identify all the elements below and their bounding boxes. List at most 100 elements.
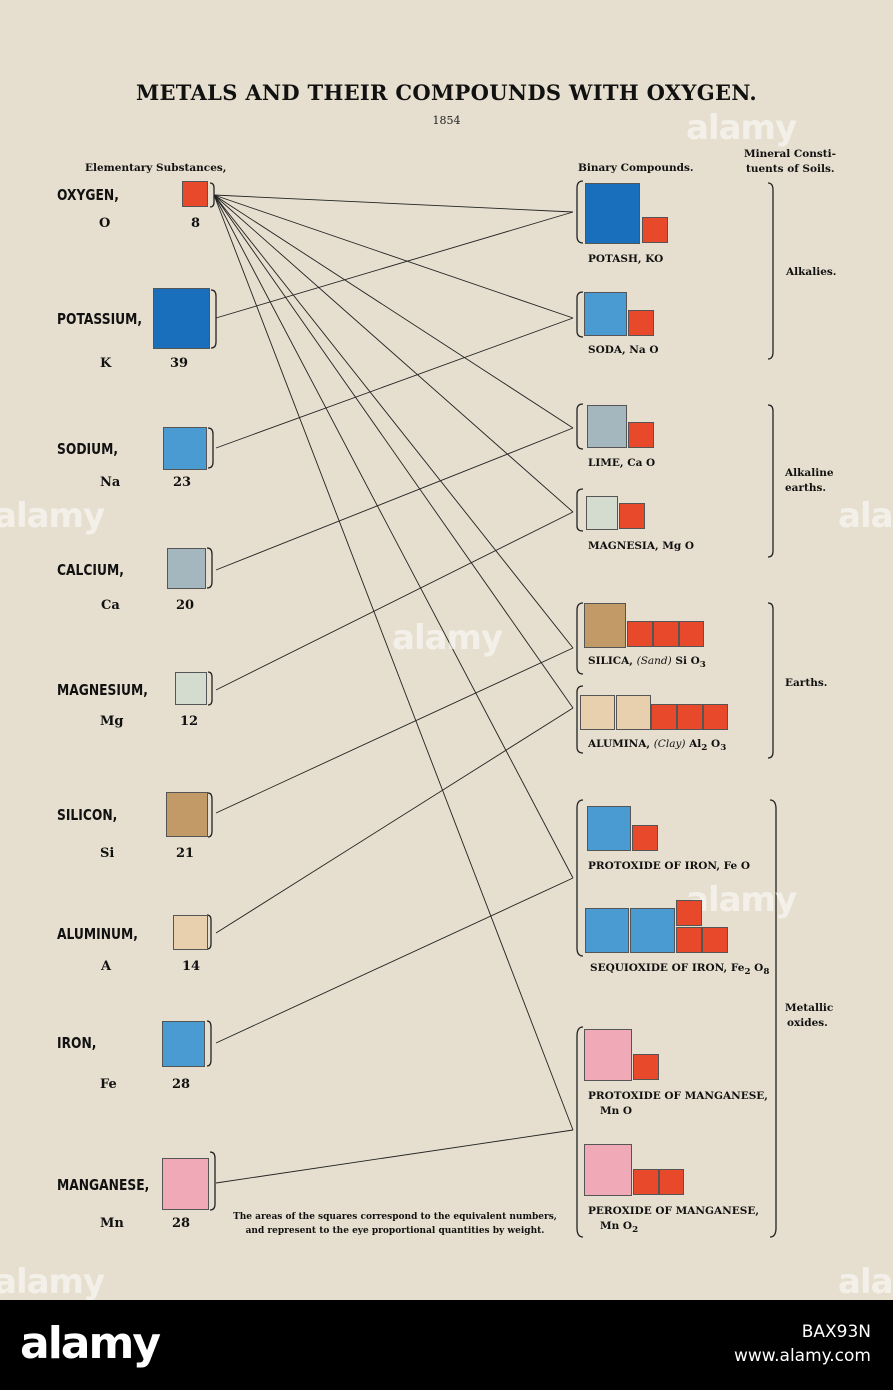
- compound-label-formula: Mn O: [600, 1220, 633, 1232]
- compound-square-oxygen: [619, 503, 645, 529]
- compound-square-oxygen: [633, 1169, 659, 1195]
- watermark: alamy: [0, 1262, 105, 1300]
- connector-line: [213, 194, 574, 879]
- connector-line: [215, 427, 574, 571]
- compound-label-sesquioxide: SEQUIOXIDE OF IRON, Fe2 O8: [590, 962, 769, 977]
- compound-label-subscript: 2: [632, 1225, 639, 1236]
- element-name: SODIUM,: [57, 440, 119, 458]
- group-brace: [769, 799, 777, 1238]
- compound-square-oxygen: [659, 1169, 684, 1195]
- element-number: 23: [173, 475, 192, 490]
- compound-square-manganese: [584, 1144, 632, 1196]
- compound-label-alumina: ALUMINA, (Clay) Al2 O3: [588, 738, 726, 753]
- compound-brace: [576, 403, 584, 450]
- compound-label-formula-peroxide: Mn O2: [600, 1220, 638, 1235]
- page-title: METALS AND THEIR COMPOUNDS WITH OXYGEN.: [135, 80, 758, 105]
- watermark: alamy: [686, 880, 797, 920]
- watermark: alamy: [686, 108, 797, 148]
- compound-square-oxygen: [703, 704, 728, 730]
- element-name: IRON,: [57, 1034, 97, 1052]
- connector-line: [215, 211, 574, 319]
- compound-label-formula: O: [707, 738, 721, 750]
- connector-line: [215, 511, 574, 691]
- element-name: MANGANESE,: [57, 1176, 150, 1194]
- compound-label: MAGNESIA, Mg O: [588, 540, 695, 552]
- connector-line: [213, 194, 574, 1131]
- element-number: 8: [191, 216, 201, 231]
- alamy-logo: alamy: [20, 1318, 161, 1369]
- header-mineral-2: tuents of Soils.: [746, 163, 835, 175]
- element-symbol: Ca: [101, 598, 120, 613]
- compound-square-oxygen: [632, 825, 658, 851]
- connector-line: [213, 194, 574, 429]
- connector-line: [213, 194, 574, 649]
- element-symbol: Mg: [100, 714, 124, 729]
- watermark: alamy: [838, 496, 893, 536]
- element-square-manganese: [162, 1158, 209, 1210]
- element-number: 14: [182, 959, 201, 974]
- compound-label: PROTOXIDE OF MANGANESE,: [588, 1090, 768, 1102]
- element-name: POTASSIUM,: [57, 310, 143, 328]
- element-number: 28: [172, 1077, 191, 1092]
- stock-footer: alamy BAX93N www.alamy.com: [0, 1300, 893, 1390]
- element-name: ALUMINUM,: [57, 925, 138, 943]
- chart-paper: alamy alamy alamy alamy alamy alamy alam…: [0, 0, 893, 1300]
- image-id: BAX93N: [801, 1322, 871, 1342]
- compound-brace: [576, 180, 584, 244]
- compound-label-subscript: 3: [699, 660, 706, 671]
- compound-square-iron: [587, 806, 631, 851]
- element-number: 12: [180, 714, 199, 729]
- element-brace: [207, 427, 214, 469]
- group-label-alkalies: Alkalies.: [786, 266, 837, 278]
- compound-square-oxygen: [628, 310, 654, 336]
- element-number: 20: [176, 598, 195, 613]
- compound-square-oxygen: [627, 621, 653, 647]
- element-symbol: A: [101, 959, 112, 974]
- compound-square-sodium: [584, 292, 627, 336]
- watermark: alamy: [0, 496, 105, 536]
- compound-brace: [576, 1026, 584, 1238]
- compound-square-oxygen: [633, 1054, 659, 1080]
- compound-brace: [576, 602, 584, 675]
- element-square-aluminum: [173, 915, 208, 950]
- connector-lines: [206, 180, 777, 1238]
- header-binary: Binary Compounds.: [578, 162, 694, 174]
- compound-square-aluminum: [580, 695, 615, 730]
- element-symbol: Si: [100, 846, 115, 861]
- compound-label-subscript: 2: [701, 743, 708, 754]
- compound-square-oxygen: [653, 621, 679, 647]
- element-brace: [206, 914, 212, 950]
- element-number: 21: [176, 846, 195, 861]
- compound-label-text: ALUMINA,: [588, 738, 654, 750]
- compound-label: PROTOXIDE OF IRON, Fe O: [588, 860, 751, 872]
- compound-label-formula: SEQUIOXIDE OF IRON, Fe: [590, 962, 745, 974]
- footnote: The areas of the squares correspond to t…: [180, 1210, 610, 1238]
- element-brace: [207, 792, 213, 838]
- compound-label-text: SILICA,: [588, 655, 637, 667]
- element-square-iron: [162, 1021, 205, 1067]
- compound-brace: [576, 799, 584, 957]
- footnote-line: The areas of the squares correspond to t…: [233, 1212, 557, 1222]
- compound-square-oxygen: [651, 704, 677, 730]
- element-symbol: Fe: [100, 1077, 117, 1092]
- element-square-sodium: [163, 427, 207, 470]
- element-brace: [210, 289, 217, 349]
- group-brace: [767, 182, 774, 360]
- element-name: OXYGEN,: [57, 186, 119, 204]
- year: 1854: [432, 114, 461, 127]
- compound-label-formula: Al: [685, 738, 702, 750]
- element-name: MAGNESIUM,: [57, 681, 148, 699]
- element-brace: [206, 1020, 212, 1067]
- watermark: alamy: [838, 1262, 893, 1300]
- element-square-potassium: [153, 288, 210, 349]
- element-symbol: Na: [100, 475, 121, 490]
- connector-line: [215, 1129, 574, 1184]
- compound-square-oxygen: [628, 422, 654, 448]
- compound-brace: [576, 488, 584, 532]
- compound-label-silica: SILICA, (Sand) Si O3: [588, 655, 706, 670]
- compound-square-iron: [630, 908, 675, 953]
- compound-label-formula: O: [750, 962, 764, 974]
- compound-square-oxygen: [677, 704, 703, 730]
- compound-label: POTASH, KO: [588, 253, 664, 265]
- element-square-magnesium: [175, 672, 207, 705]
